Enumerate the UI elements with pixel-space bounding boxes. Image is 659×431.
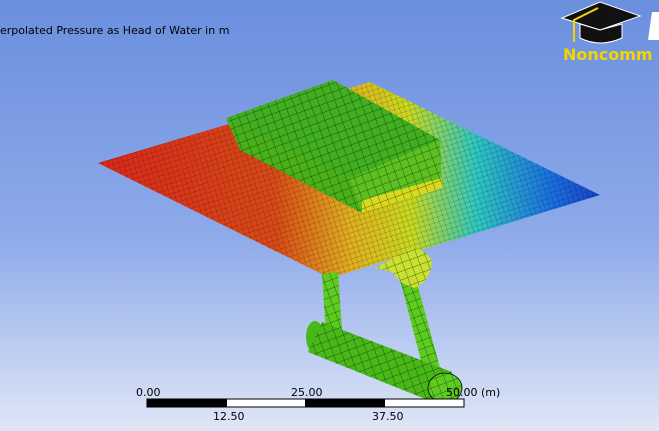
scale-label-50: 50.00 (m) — [446, 386, 501, 399]
result-title: erpolated Pressure as Head of Water in m — [0, 24, 230, 37]
scale-label-12-5: 12.50 — [213, 410, 245, 423]
scale-bar — [146, 398, 465, 408]
pontoon-cylinder — [306, 321, 463, 404]
strut-right — [398, 272, 440, 372]
scale-label-25: 25.00 — [291, 386, 323, 399]
scale-label-37-5: 37.50 — [372, 410, 404, 423]
hull-box — [226, 80, 442, 213]
scale-label-0: 0.00 — [136, 386, 161, 399]
graduation-cap-icon — [560, 1, 659, 44]
strut-left — [322, 272, 342, 334]
strut-node — [375, 248, 432, 288]
watermark-text: Noncomm — [563, 45, 653, 64]
